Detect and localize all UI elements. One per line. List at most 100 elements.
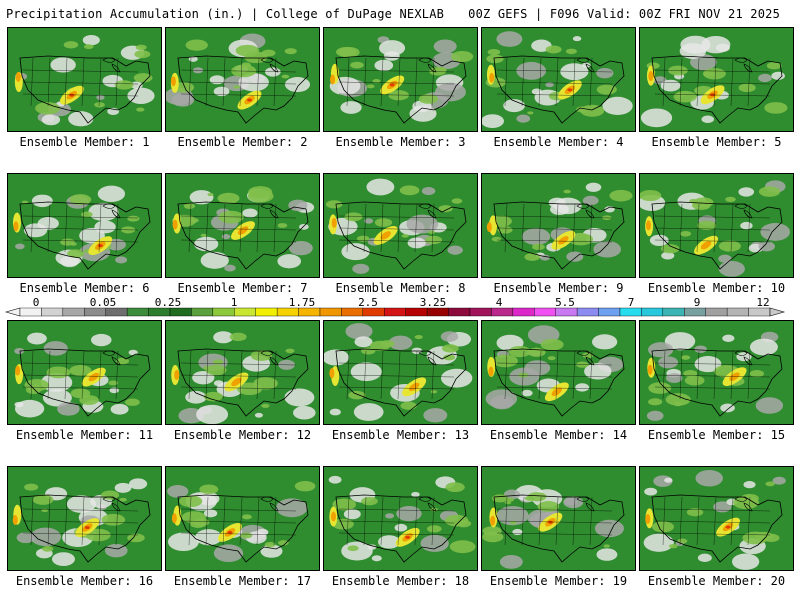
ensemble-panel: Ensemble Member: 15 <box>639 320 794 442</box>
ensemble-panel: Ensemble Member: 19 <box>481 466 636 588</box>
panel-caption: Ensemble Member: 16 <box>15 574 154 588</box>
colorbar-arrow-left <box>4 307 21 317</box>
colorbar-tick-label: 2.5 <box>358 296 378 309</box>
precip-map <box>165 320 320 425</box>
panel-caption: Ensemble Member: 4 <box>493 135 624 149</box>
panel-caption: Ensemble Member: 12 <box>173 428 312 442</box>
panel-caption: Ensemble Member: 7 <box>177 281 308 295</box>
colorbar-tick-label: 0.25 <box>154 296 182 309</box>
colorbar-swatch <box>576 307 599 317</box>
colorbar-swatch <box>234 307 256 317</box>
panel-caption: Ensemble Member: 15 <box>647 428 786 442</box>
colorbar-tick-label: 9 <box>693 296 701 309</box>
precip-map <box>639 320 794 425</box>
precip-map <box>481 466 636 571</box>
panel-caption: Ensemble Member: 20 <box>647 574 786 588</box>
panel-caption: Ensemble Member: 13 <box>331 428 470 442</box>
colorbar-swatch <box>298 307 321 317</box>
colorbar-swatch <box>341 307 364 317</box>
panel-caption: Ensemble Member: 11 <box>15 428 154 442</box>
ensemble-panel: Ensemble Member: 18 <box>323 466 478 588</box>
precip-map <box>165 466 320 571</box>
colorbar-swatch <box>469 307 492 317</box>
ensemble-panel: Ensemble Member: 2 <box>165 27 320 149</box>
ensemble-panel: Ensemble Member: 10 <box>639 173 794 295</box>
ensemble-panel: Ensemble Member: 1 <box>7 27 162 149</box>
panel-caption: Ensemble Member: 6 <box>19 281 150 295</box>
ensemble-panel: Ensemble Member: 13 <box>323 320 478 442</box>
ensemble-panel: Ensemble Member: 9 <box>481 173 636 295</box>
colorbar-tick-label: 4 <box>495 296 503 309</box>
colorbar-swatch <box>405 307 428 317</box>
ensemble-panel: Ensemble Member: 11 <box>7 320 162 442</box>
panel-caption: Ensemble Member: 9 <box>493 281 624 295</box>
colorbar-scale <box>4 307 786 317</box>
ensemble-panel: Ensemble Member: 16 <box>7 466 162 588</box>
colorbar-swatch <box>662 307 685 317</box>
precip-map <box>7 320 162 425</box>
colorbar-swatch <box>212 307 235 317</box>
colorbar-swatch <box>598 307 621 317</box>
panel-caption: Ensemble Member: 2 <box>177 135 308 149</box>
product-title: Precipitation Accumulation (in.) | Colle… <box>6 7 445 21</box>
colorbar-swatch <box>319 307 342 317</box>
colorbar-swatch <box>169 307 192 317</box>
colorbar: 0 0.05 0.25 1 1.75 2.5 3.25 4 5.5 7 9 12 <box>0 296 800 320</box>
colorbar-swatch <box>19 307 42 317</box>
colorbar-swatch <box>384 307 406 317</box>
ensemble-panel: Ensemble Member: 6 <box>7 173 162 295</box>
colorbar-swatch <box>726 307 749 317</box>
ensemble-panel: Ensemble Member: 20 <box>639 466 794 588</box>
precip-map <box>639 173 794 278</box>
colorbar-swatch <box>105 307 128 317</box>
colorbar-arrow-right <box>769 307 786 317</box>
colorbar-swatch <box>276 307 299 317</box>
ensemble-panel: Ensemble Member: 14 <box>481 320 636 442</box>
colorbar-swatch <box>62 307 85 317</box>
panel-caption: Ensemble Member: 18 <box>331 574 470 588</box>
precip-map <box>165 173 320 278</box>
panel-caption: Ensemble Member: 17 <box>173 574 312 588</box>
panel-caption: Ensemble Member: 5 <box>651 135 782 149</box>
ensemble-panel: Ensemble Member: 4 <box>481 27 636 149</box>
colorbar-swatch <box>555 307 578 317</box>
colorbar-tick-label: 0.05 <box>89 296 117 309</box>
precip-map <box>323 320 478 425</box>
colorbar-swatch <box>534 307 556 317</box>
precip-map <box>481 320 636 425</box>
colorbar-swatch <box>684 307 706 317</box>
precip-map <box>481 173 636 278</box>
colorbar-tick-label: 3.25 <box>419 296 447 309</box>
precip-map <box>165 27 320 132</box>
colorbar-swatch <box>84 307 106 317</box>
ensemble-panel: Ensemble Member: 7 <box>165 173 320 295</box>
precip-map <box>7 173 162 278</box>
colorbar-tick-label: 5.5 <box>555 296 575 309</box>
colorbar-swatch <box>426 307 449 317</box>
ensemble-panel: Ensemble Member: 3 <box>323 27 478 149</box>
precip-map <box>481 27 636 132</box>
colorbar-tick-label: 0 <box>32 296 40 309</box>
colorbar-swatch <box>148 307 171 317</box>
header: Precipitation Accumulation (in.) | Colle… <box>0 0 800 24</box>
run-valid-time: 00Z GEFS | F096 Valid: 00Z FRI NOV 21 20… <box>468 7 780 21</box>
panel-caption: Ensemble Member: 14 <box>489 428 628 442</box>
ensemble-panel: Ensemble Member: 17 <box>165 466 320 588</box>
colorbar-swatch <box>191 307 214 317</box>
colorbar-tick-label: 1.75 <box>288 296 316 309</box>
colorbar-swatch <box>41 307 64 317</box>
precip-map <box>7 27 162 132</box>
ensemble-panel: Ensemble Member: 8 <box>323 173 478 295</box>
colorbar-swatch <box>641 307 664 317</box>
precip-map <box>323 466 478 571</box>
colorbar-swatch <box>748 307 771 317</box>
colorbar-tick-label: 1 <box>230 296 238 309</box>
precip-map <box>323 173 478 278</box>
panel-caption: Ensemble Member: 8 <box>335 281 466 295</box>
colorbar-swatch <box>362 307 385 317</box>
panel-caption: Ensemble Member: 3 <box>335 135 466 149</box>
colorbar-swatch <box>491 307 514 317</box>
colorbar-tick-label: 12 <box>756 296 770 309</box>
colorbar-swatch <box>512 307 535 317</box>
colorbar-tick-label: 7 <box>627 296 635 309</box>
